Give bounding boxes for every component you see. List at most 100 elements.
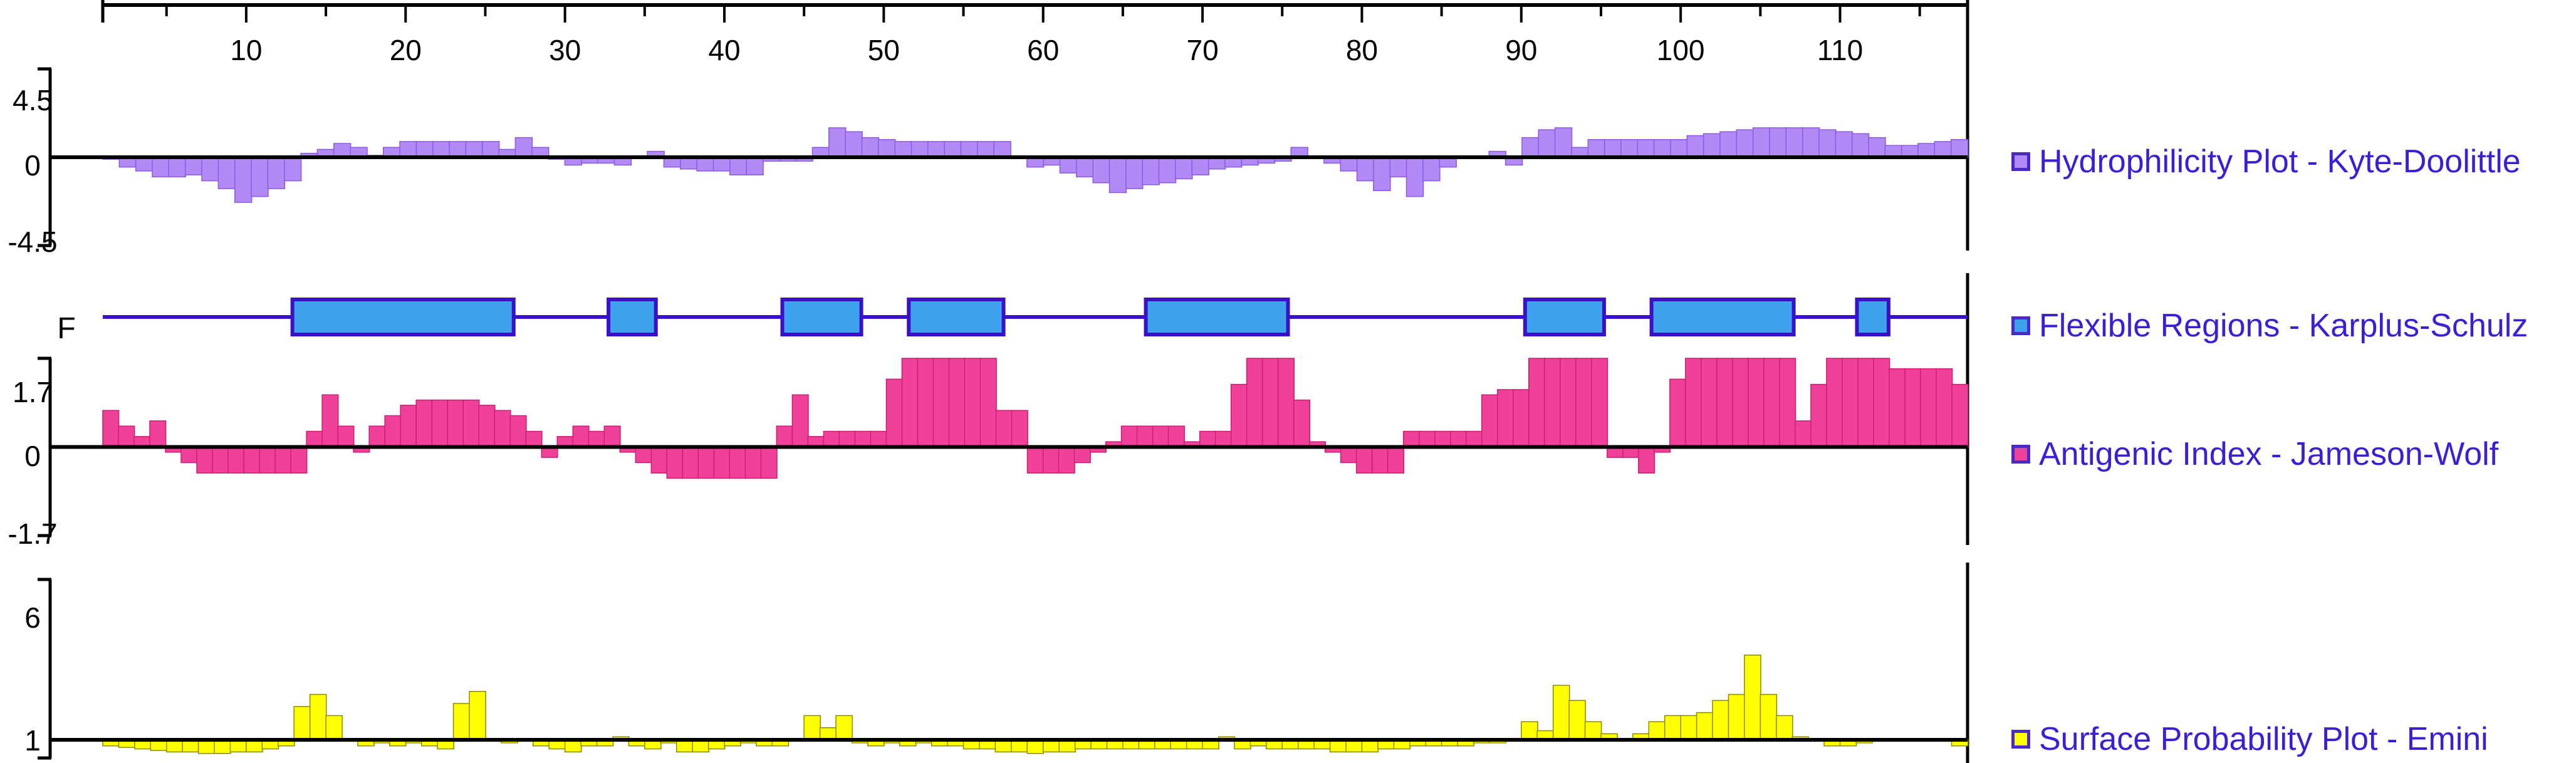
- hydrophilicity-bar: [1620, 139, 1639, 158]
- antigenic-bar: [1230, 383, 1248, 448]
- antigenic-bar: [509, 415, 527, 448]
- antigenic-bar: [1920, 368, 1937, 448]
- hydrophilicity-bar: [1191, 157, 1209, 175]
- surface-bar: [1664, 715, 1682, 740]
- x-tick-label: 110: [1817, 34, 1863, 66]
- hydrophilicity-bar: [1637, 139, 1655, 158]
- antigenic-y-tick-label: 1.7: [13, 376, 53, 408]
- hydrophilicity-bar: [878, 139, 896, 158]
- hydrophilicity-bar: [828, 127, 847, 158]
- antigenic-bar: [1387, 446, 1405, 474]
- antigenic-bar: [1638, 446, 1656, 474]
- antigenic-bar: [462, 399, 480, 448]
- antigenic-bar: [274, 446, 292, 474]
- antigenic-bar: [1560, 358, 1577, 448]
- antigenic-bar: [1371, 446, 1389, 474]
- hydrophilicity-bar: [333, 143, 352, 158]
- hydrophilicity-bar: [1340, 157, 1358, 172]
- antigenic-bar: [1591, 358, 1609, 448]
- antigenic-bar: [854, 430, 872, 448]
- x-tick-label: 80: [1346, 34, 1378, 66]
- antigenic-bar: [1042, 446, 1060, 474]
- antigenic-bar: [932, 358, 950, 448]
- antigenic-bar: [901, 358, 919, 448]
- surface-bar: [803, 715, 821, 740]
- hydrophilicity-bar: [1356, 157, 1375, 182]
- flexible-region-box: [1144, 298, 1290, 336]
- hydrophilicity-bar: [399, 141, 417, 158]
- antigenic-bar: [729, 446, 746, 479]
- antigenic-bar: [384, 415, 402, 448]
- antigenic-bar: [1889, 368, 1906, 448]
- surface-probability-panel: 61: [24, 578, 1969, 760]
- antigenic-bar: [1293, 399, 1310, 448]
- hydrophilicity-bar: [267, 157, 286, 189]
- legend-swatch-surface-probability: [2011, 730, 2030, 749]
- antigenic-bar: [1136, 425, 1154, 448]
- antigenic-bar: [1058, 446, 1075, 474]
- hydrophilicity-bar: [234, 157, 253, 203]
- surface-bar: [1760, 693, 1778, 740]
- antigenic-bar: [838, 430, 856, 448]
- hydrophilicity-panel: 4.5 0 -4.5: [8, 67, 1969, 258]
- surface-y-tick-label: 6: [24, 601, 41, 634]
- hydrophilicity-bar: [1108, 157, 1127, 194]
- x-tick-label: 50: [868, 34, 900, 66]
- antigenic-bar: [212, 446, 229, 474]
- antigenic-bar: [682, 446, 699, 479]
- antigenic-bar: [525, 430, 543, 448]
- surface-bar: [325, 715, 343, 740]
- antigenic-bar: [118, 425, 135, 448]
- antigenic-bar: [1795, 420, 1812, 448]
- antigenic-bar: [713, 446, 731, 479]
- surface-bar: [452, 703, 471, 740]
- antigenic-bar: [1544, 358, 1562, 448]
- antigenic-bar: [917, 358, 934, 448]
- flexible-region-box: [907, 298, 1006, 336]
- antigenic-bar: [979, 358, 997, 448]
- antigenic-bar: [1355, 446, 1374, 474]
- hydrophilicity-bar: [712, 157, 731, 172]
- hydrophilicity-bar: [1389, 157, 1407, 178]
- antigenic-bar: [1763, 358, 1781, 448]
- legend-flexible-regions: Flexible Regions - Karplus-Schulz: [2011, 307, 2528, 345]
- hydrophilicity-bar: [432, 141, 451, 158]
- antigenic-bar: [1214, 430, 1232, 448]
- antigenic-bar: [1685, 358, 1703, 448]
- antigenic-bar: [478, 405, 496, 448]
- antigenic-bar: [1528, 358, 1546, 448]
- antigenic-bar: [1951, 383, 1969, 448]
- hydrophilicity-bar: [1934, 141, 1953, 158]
- legend-label-antigenic-index: Antigenic Index - Jameson-Wolf: [2039, 436, 2499, 472]
- antigenic-y-tick-label: -1.7: [8, 517, 57, 550]
- antigenic-bar: [400, 405, 417, 448]
- surface-bar: [835, 715, 853, 740]
- x-tick-label: 100: [1657, 34, 1705, 66]
- antigenic-bar: [823, 430, 840, 448]
- hydrophilicity-bar: [1818, 129, 1837, 158]
- hydrophilicity-bar: [960, 141, 979, 158]
- hydrophilicity-bar: [1554, 127, 1573, 158]
- antigenic-bar: [1810, 383, 1828, 448]
- hydrophilicity-bar: [1950, 139, 1969, 158]
- hydrophilicity-bar: [910, 141, 929, 158]
- hydrophilicity-bar: [944, 141, 962, 158]
- surface-bar: [1568, 700, 1586, 740]
- hydrophilicity-bar: [168, 157, 187, 178]
- hydrophilicity-bar: [1851, 133, 1870, 158]
- antigenic-bar: [243, 446, 261, 474]
- antigenic-bar: [572, 425, 590, 448]
- hydrophilicity-bar: [977, 141, 995, 158]
- antigenic-bar: [1340, 446, 1358, 464]
- surface-bar: [1712, 700, 1729, 740]
- hydrophilicity-bar: [1092, 157, 1110, 184]
- hydrophilicity-bar: [1603, 139, 1622, 158]
- hydrophilicity-y-tick-label: -4.5: [8, 226, 57, 258]
- hydrophilicity-y-tick-label: 4.5: [13, 84, 53, 117]
- antigenic-bar: [1434, 430, 1452, 448]
- legend-hydrophilicity: Hydrophilicity Plot - Kyte-Doolittle: [2011, 143, 2521, 180]
- antigenic-bar: [635, 446, 652, 464]
- hydrophilicity-bar: [449, 141, 467, 158]
- flexible-region-box: [290, 298, 516, 336]
